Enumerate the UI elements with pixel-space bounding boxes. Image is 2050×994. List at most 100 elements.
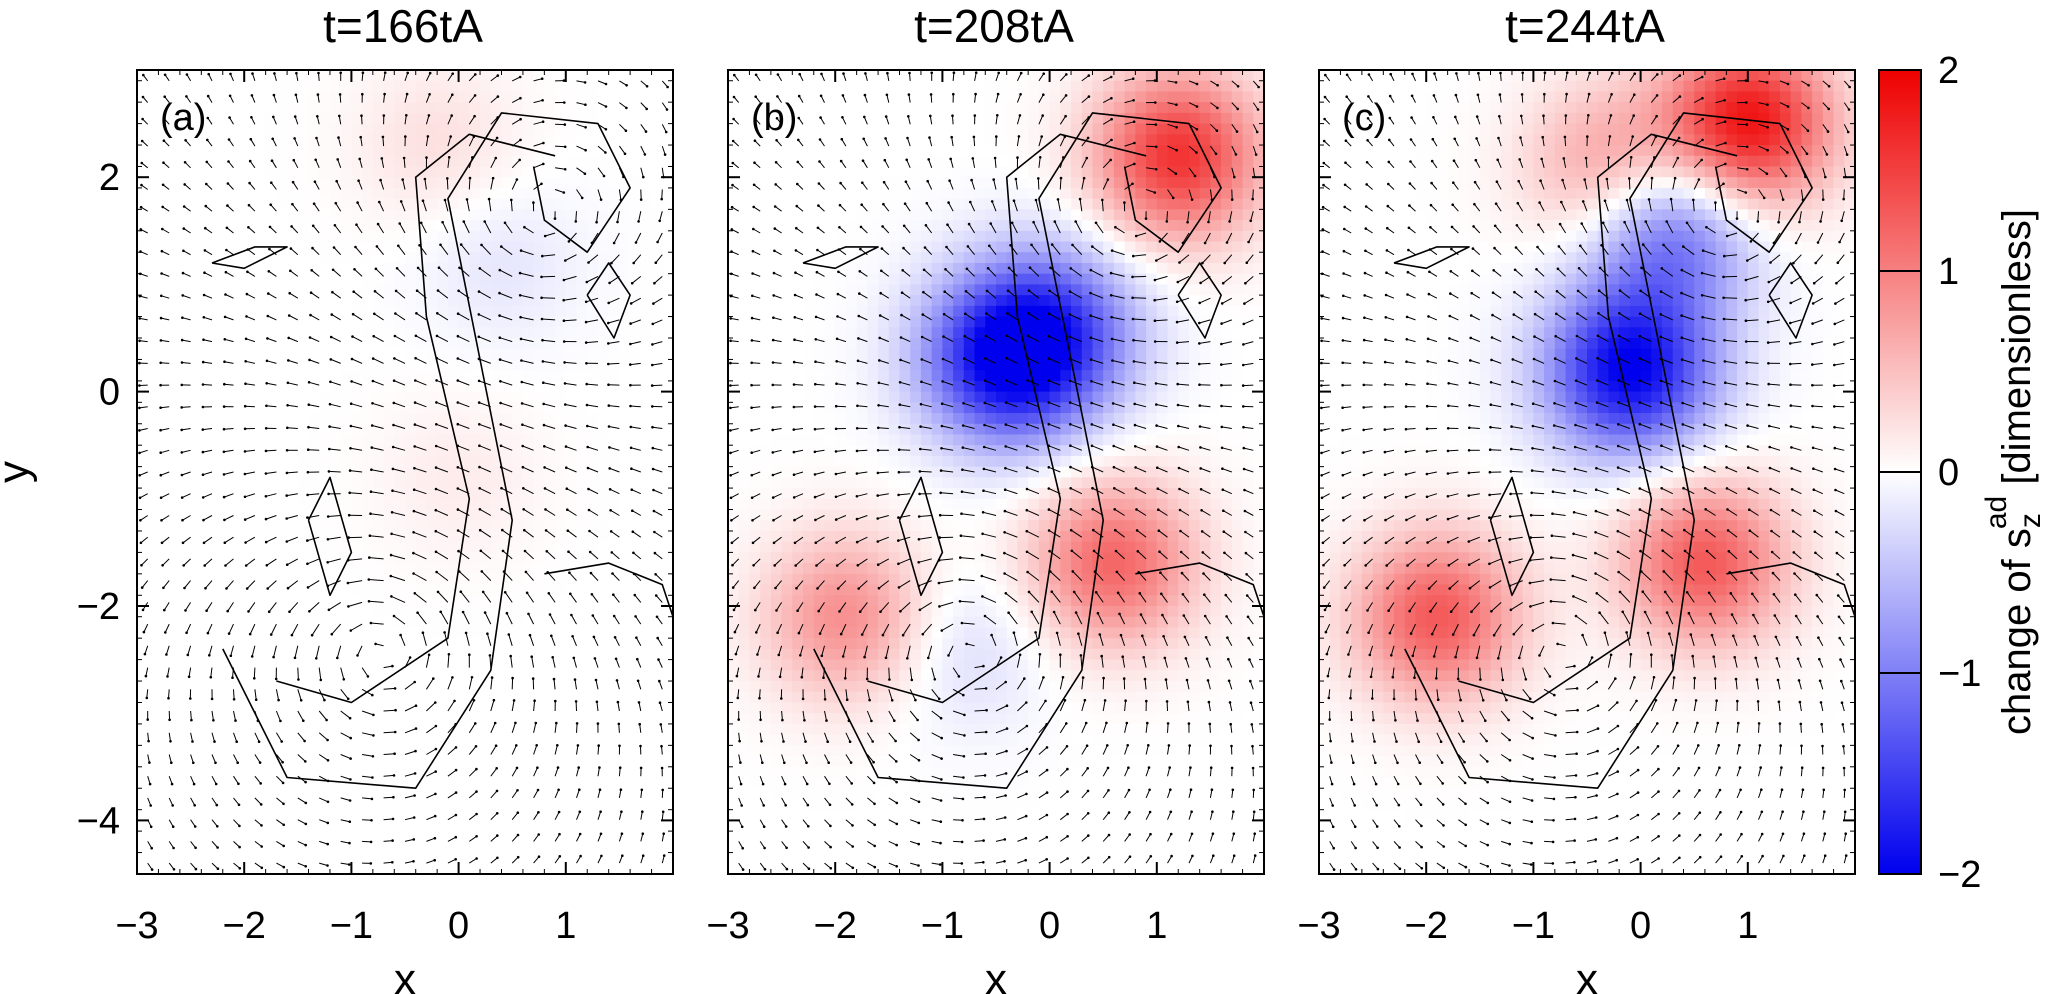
heatmap-cell — [597, 370, 610, 382]
heatmap-cell — [640, 756, 653, 768]
heatmap-cell — [522, 295, 535, 307]
heatmap-cell — [501, 702, 513, 714]
heatmap-cell — [158, 123, 170, 135]
heatmap-cell — [190, 584, 202, 596]
velocity-arrow-head — [286, 426, 289, 430]
velocity-arrow — [383, 665, 393, 669]
heatmap-cell — [587, 702, 599, 714]
heatmap-cell — [405, 434, 417, 446]
heatmap-cell — [233, 348, 245, 361]
heatmap-cell — [597, 102, 610, 114]
heatmap-cell — [158, 348, 170, 361]
heatmap-cell — [415, 659, 428, 671]
heatmap-cell — [179, 252, 192, 264]
heatmap-cell — [383, 466, 395, 478]
velocity-arrow — [380, 179, 385, 190]
heatmap-cell — [265, 606, 277, 618]
heatmap-cell — [201, 831, 213, 843]
heatmap-cell — [608, 520, 620, 532]
velocity-arrow — [390, 554, 406, 560]
heatmap-cell — [137, 616, 149, 629]
velocity-arrow-head — [456, 422, 460, 426]
heatmap-cell — [179, 723, 192, 736]
heatmap-cell — [244, 723, 256, 736]
heatmap-cell — [630, 488, 642, 500]
heatmap-cell — [244, 863, 256, 875]
heatmap-cell — [458, 434, 470, 446]
velocity-arrow-head — [272, 93, 276, 97]
heatmap-cell — [662, 295, 674, 307]
heatmap-cell — [415, 498, 428, 511]
heatmap-cell — [501, 338, 513, 350]
heatmap-cell — [640, 509, 653, 521]
heatmap-cell — [297, 413, 310, 425]
heatmap-cell — [426, 788, 438, 800]
heatmap-cell — [254, 659, 267, 671]
heatmap-cell — [244, 370, 256, 382]
velocity-arrow-head — [203, 564, 206, 567]
heatmap-cell — [415, 455, 428, 468]
heatmap-cell — [201, 241, 213, 253]
velocity-arrow — [160, 317, 170, 321]
heatmap-cell — [394, 734, 406, 746]
heatmap-cell — [179, 295, 192, 307]
heatmap-cell — [651, 123, 663, 135]
heatmap-cell — [512, 102, 524, 114]
velocity-arrow-head — [202, 316, 206, 319]
heatmap-cell — [158, 766, 170, 779]
velocity-arrow — [357, 202, 363, 212]
heatmap-cell — [362, 756, 374, 768]
velocity-arrow-head — [454, 768, 458, 772]
heatmap-cell — [265, 230, 277, 243]
velocity-arrow-head — [401, 178, 405, 181]
velocity-arrow-head — [360, 114, 363, 117]
heatmap-cell — [201, 798, 213, 811]
velocity-arrow-head — [277, 698, 280, 702]
velocity-arrow — [308, 404, 320, 408]
heatmap-cell — [576, 70, 588, 82]
heatmap-cell — [179, 734, 192, 746]
heatmap-cell — [662, 627, 674, 639]
heatmap-cell — [201, 327, 213, 339]
heatmap-cell — [415, 155, 428, 168]
heatmap-cell — [362, 681, 374, 693]
heatmap-cell — [480, 370, 492, 382]
velocity-arrow — [479, 267, 492, 277]
velocity-arrow — [190, 862, 197, 870]
heatmap-cell — [362, 638, 374, 650]
velocity-arrow-head — [478, 465, 481, 469]
heatmap-cell — [619, 262, 631, 275]
heatmap-cell — [383, 284, 395, 296]
heatmap-cell — [469, 498, 481, 511]
heatmap-cell — [608, 166, 620, 178]
velocity-arrow — [426, 748, 437, 755]
heatmap-cell — [662, 230, 674, 243]
heatmap-cell — [169, 252, 181, 264]
heatmap-cell — [233, 595, 245, 607]
heatmap-cell — [630, 595, 642, 607]
velocity-arrow-head — [390, 532, 393, 536]
velocity-arrow — [489, 655, 492, 668]
heatmap-cell — [212, 316, 224, 328]
heatmap-cell — [662, 391, 674, 403]
heatmap-cell — [137, 573, 149, 586]
heatmap-cell — [222, 338, 235, 350]
heatmap-cell — [340, 102, 352, 114]
heatmap-cell — [383, 734, 395, 746]
heatmap-cell — [522, 391, 535, 403]
heatmap-cell — [222, 702, 235, 714]
heatmap-cell — [265, 541, 277, 553]
velocity-arrow-head — [228, 116, 231, 119]
heatmap-cell — [426, 798, 438, 811]
heatmap-cell — [501, 766, 513, 779]
heatmap-cell — [169, 745, 181, 757]
heatmap-cell — [490, 155, 503, 168]
heatmap-cell — [522, 198, 535, 210]
heatmap-cell — [362, 134, 374, 146]
heatmap-cell — [447, 852, 460, 864]
heatmap-cell — [512, 809, 524, 821]
heatmap-cell — [447, 445, 460, 457]
heatmap-cell — [512, 252, 524, 264]
heatmap-cell — [169, 273, 181, 285]
